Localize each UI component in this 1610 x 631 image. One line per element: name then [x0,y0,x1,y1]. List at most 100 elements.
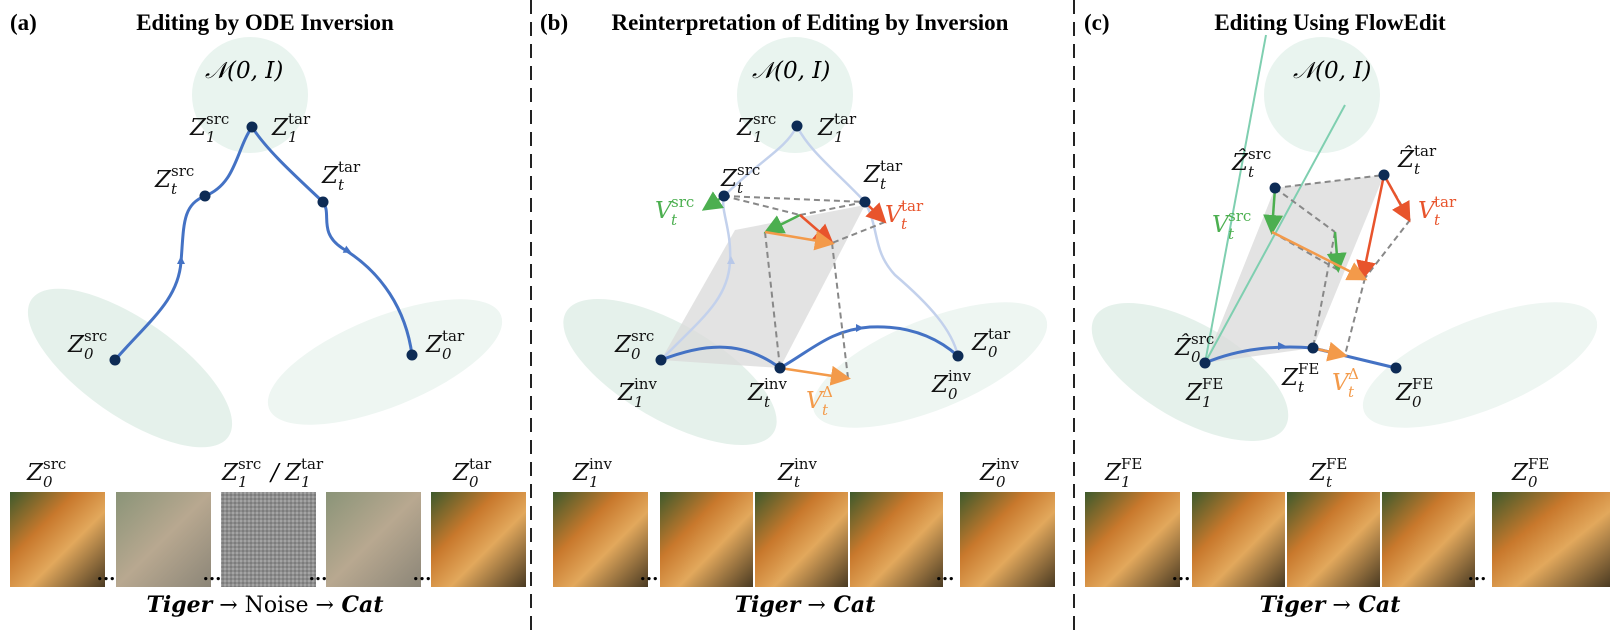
math-base: Z [1281,365,1299,391]
math-sup: FE [1528,455,1549,473]
caption-part: Cat [1351,592,1401,618]
math-sup: src [671,193,694,211]
math-sub: 1 [634,393,644,411]
math-sub: t [794,473,801,491]
math-sup: FE [1412,375,1433,393]
separator: / [269,460,281,486]
math-sup: Δ [1348,365,1359,383]
math-sup: tar [901,197,924,215]
math-sup: src [43,455,66,473]
math-sub: t [901,215,908,233]
math-sub: t [671,211,678,229]
math-sub: 0 [1191,348,1201,366]
math-sup: tar [880,157,903,175]
ellipsis: ... [640,564,659,585]
math-sub: t [1298,378,1305,396]
math-sub: 1 [288,128,298,146]
math-sup: tar [338,158,361,176]
math-base: Z [617,380,635,406]
math-sub: 0 [84,345,94,363]
math-base: Z [931,372,949,398]
math-sup: src [737,161,760,179]
ellipsis: ... [203,564,222,585]
caption-part: Cat [334,592,384,618]
math-sub: t [764,393,771,411]
math-base: Z [736,115,754,141]
math-sup: tar [442,327,465,345]
math-sup: src [631,327,654,345]
math-sub: 1 [753,128,763,146]
math-sup: inv [764,375,787,393]
caption: Tiger → Cat [1260,592,1401,618]
math-base: Z [1104,460,1122,486]
ellipsis: ... [1172,564,1191,585]
math-base: Ẑ [1174,334,1192,361]
noise-label: 𝒩(0, I) [205,58,283,84]
panel-c-diagram [1071,35,1610,469]
math-base: Z [425,332,443,358]
math-sub: t [171,180,178,198]
math-sub: 1 [238,473,248,491]
math-sup: inv [794,455,817,473]
math-sub: t [1348,383,1355,401]
math-base: Z [863,162,881,188]
math-base: Z [1511,460,1529,486]
panel-label: (c) [1084,10,1110,35]
panel-a-diagram [4,37,518,476]
math-sup: src [84,327,107,345]
math-sup: inv [996,455,1019,473]
math-base: Z [1185,380,1203,406]
math-sup: src [1191,330,1214,348]
math-sub: 1 [589,473,599,491]
ellipsis: ... [97,564,116,585]
figure: (a)Editing by ODE Inversion𝒩(0, I)Zsrc1Z… [0,0,1610,631]
math-base: Z [271,115,289,141]
caption-part: → [800,593,825,618]
caption-part: Tiger [1260,592,1327,618]
math-sup: tar [1434,193,1457,211]
math-base: Z [747,380,765,406]
math-sup: inv [589,455,612,473]
math-sup: src [1248,145,1271,163]
panel-label: (a) [10,10,37,35]
math-base: Z [26,460,44,486]
math-sub: 0 [988,343,998,361]
math-sub: t [1414,160,1421,178]
math-base: Z [979,460,997,486]
math-sub: t [737,179,744,197]
math-sup: tar [469,455,492,473]
math-base: Z [971,330,989,356]
math-sub: 0 [1412,393,1422,411]
math-sub: 0 [442,345,452,363]
panel-label: (b) [540,10,568,35]
math-sup: Δ [822,383,833,401]
math-base: Ẑ [1397,146,1415,173]
panel-title: Editing by ODE Inversion [136,10,394,35]
math-base: Z [67,332,85,358]
panel-title: Editing Using FlowEdit [1214,10,1446,35]
math-sup: FE [1121,455,1142,473]
math-sup: src [1228,207,1251,225]
math-sub: t [1228,225,1235,243]
noise-label: 𝒩(0, I) [752,58,830,84]
math-sub: t [338,176,345,194]
math-sub: 0 [469,473,479,491]
math-base: Z [1395,380,1413,406]
math-base: Ẑ [1231,149,1249,176]
math-sub: 0 [948,385,958,403]
caption-part: → Noise → [212,593,334,618]
ellipsis: ... [936,564,955,585]
math-sup: FE [1202,375,1223,393]
caption-part: Tiger [735,592,802,618]
math-base: Z [154,167,172,193]
noise-label: 𝒩(0, I) [1293,58,1371,84]
caption: Tiger → Noise → Cat [147,592,384,618]
panel-b-diagram [542,37,1063,474]
math-sup: FE [1298,360,1319,378]
ellipsis: ... [413,564,432,585]
math-sup: src [753,110,776,128]
math-base: Z [614,332,632,358]
ellipsis: ... [1468,564,1487,585]
math-sup: src [206,110,229,128]
caption: Tiger → Cat [735,592,876,618]
